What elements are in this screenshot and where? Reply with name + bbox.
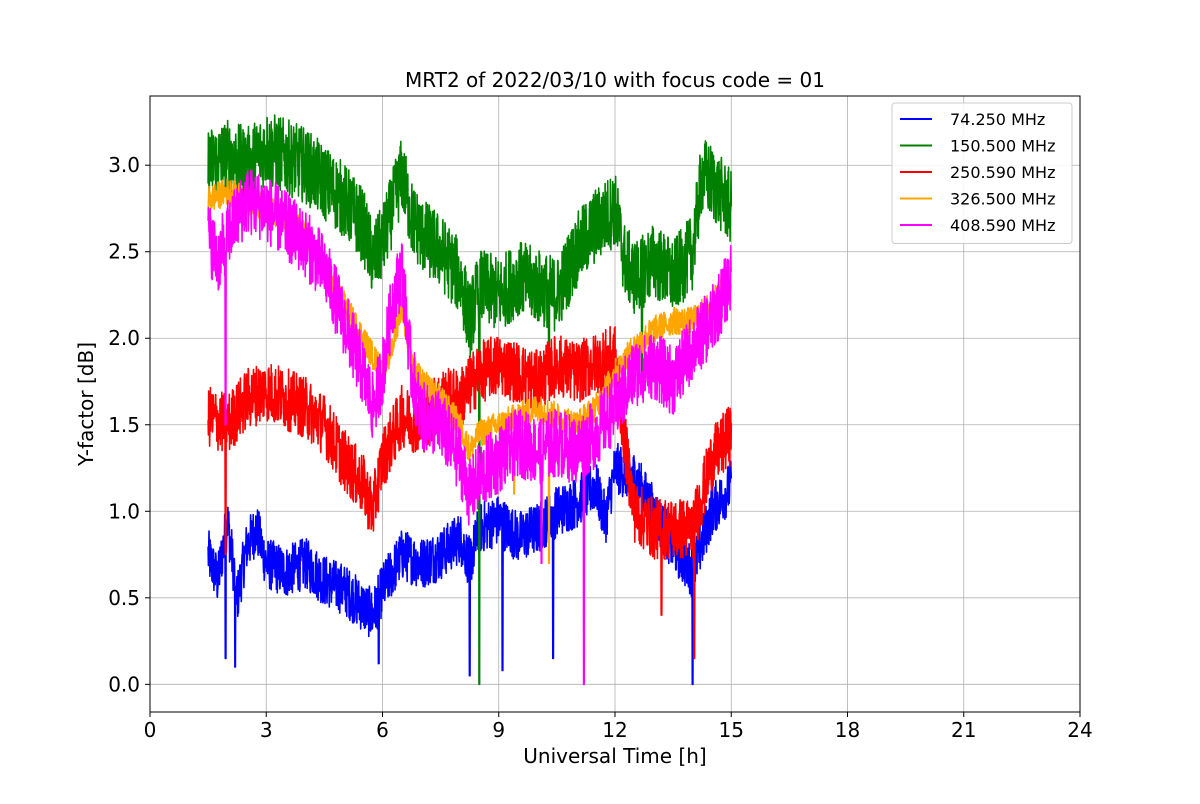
x-tick-label: 18	[835, 718, 860, 742]
x-tick-label: 21	[951, 718, 976, 742]
legend: 74.250 MHz 150.500 MHz 250.590 MHz 326.500 …	[891, 102, 1073, 244]
y-tick-label: 2.0	[108, 326, 140, 350]
y-tick-label: 0.5	[108, 586, 140, 610]
axis-ticks: 0 3 6 9 12 15 18 21 24 0.0 0.5 1.0 1.5 2.0 2.5 3.0	[108, 153, 1093, 742]
x-tick-label: 0	[144, 718, 157, 742]
y-axis-label: Y-factor [dB]	[74, 342, 98, 467]
y-tick-label: 2.5	[108, 240, 140, 264]
series-line-5	[207, 169, 733, 686]
y-tick-label: 1.0	[108, 499, 140, 523]
legend-box	[891, 102, 1073, 244]
x-tick-label: 6	[376, 718, 389, 742]
y-tick-label: 3.0	[108, 153, 140, 177]
x-tick-label: 3	[260, 718, 273, 742]
x-tick-label: 12	[602, 718, 627, 742]
x-axis-label: Universal Time [h]	[523, 744, 706, 768]
x-tick-label: 24	[1067, 718, 1092, 742]
legend-label: 74.250 MHz	[950, 110, 1045, 129]
legend-label: 250.590 MHz	[950, 163, 1055, 182]
series-line-2	[207, 114, 733, 686]
x-tick-label: 9	[492, 718, 505, 742]
y-tick-label: 1.5	[108, 413, 140, 437]
legend-label: 408.590 MHz	[950, 216, 1055, 235]
legend-label: 326.500 MHz	[950, 190, 1055, 209]
y-tick-label: 0.0	[108, 672, 140, 696]
series-line-3	[207, 325, 733, 660]
chart-title: MRT2 of 2022/03/10 with focus code = 01	[405, 68, 825, 92]
legend-label: 150.500 MHz	[950, 137, 1055, 156]
x-tick-label: 15	[719, 718, 744, 742]
series-lines	[207, 114, 733, 686]
